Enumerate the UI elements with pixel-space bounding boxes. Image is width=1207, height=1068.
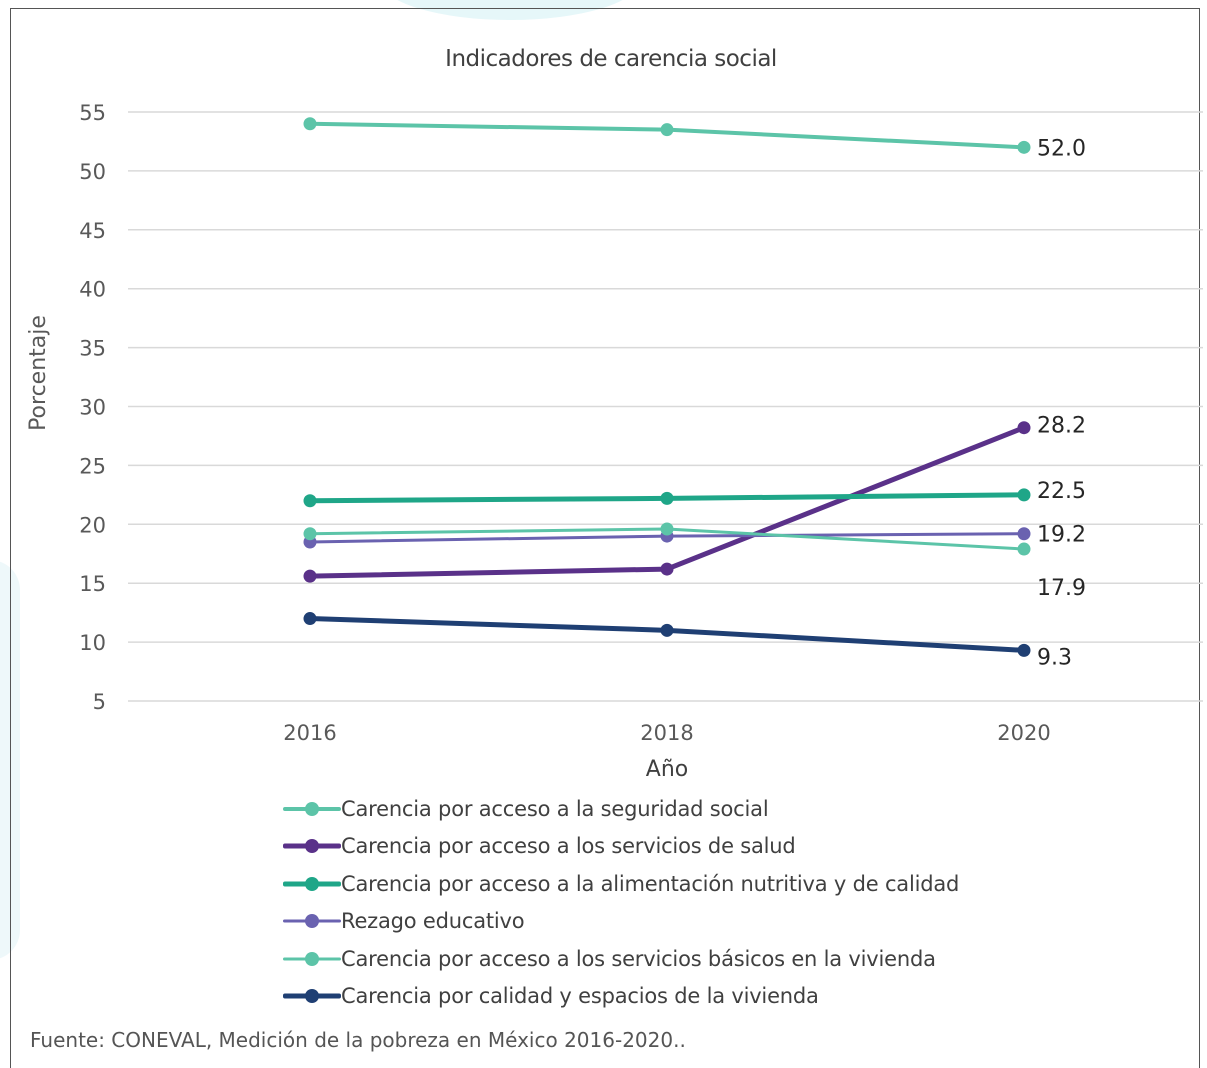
data-point	[1017, 421, 1031, 435]
end-value-label: 17.9	[1037, 576, 1086, 601]
x-axis-label: Año	[646, 757, 688, 782]
x-tick-label: 2020	[997, 721, 1050, 745]
data-point	[1017, 527, 1031, 541]
grid-lines	[128, 111, 1203, 702]
end-value-label: 28.2	[1037, 414, 1086, 439]
legend-label: Carencia por acceso a la seguridad socia…	[341, 796, 769, 821]
legend-item: Rezago educativo	[283, 903, 959, 941]
data-point	[660, 623, 674, 637]
x-tick-label: 2018	[640, 721, 693, 745]
legend-swatch	[283, 801, 341, 817]
data-point	[1017, 643, 1031, 657]
end-value-label: 52.0	[1037, 136, 1086, 161]
data-point	[1017, 488, 1031, 502]
y-tick-label: 30	[79, 396, 106, 420]
data-point	[660, 491, 674, 505]
y-tick-label: 40	[79, 278, 106, 302]
y-tick-label: 50	[79, 160, 106, 184]
x-axis-ticks: 2016 2018 2020	[283, 721, 1050, 745]
y-tick-label: 20	[79, 513, 106, 537]
series-group	[303, 117, 1031, 657]
y-tick-label: 55	[79, 101, 106, 125]
series-1	[303, 117, 1031, 154]
legend: Carencia por acceso a la seguridad socia…	[283, 790, 959, 1015]
legend-item: Carencia por acceso a los servicios de s…	[283, 828, 959, 866]
y-axis-label: Porcentaje	[26, 315, 51, 431]
y-tick-label: 10	[79, 631, 106, 655]
legend-item: Carencia por acceso a la alimentación nu…	[283, 865, 959, 903]
legend-label: Carencia por acceso a los servicios bási…	[341, 946, 936, 971]
chart-title: Indicadores de carencia social	[445, 46, 777, 72]
y-axis-ticks: 5 10 15 20 25 30 35 40 45 50 55	[79, 101, 106, 714]
legend-label: Rezago educativo	[341, 909, 525, 934]
y-tick-label: 5	[93, 690, 106, 714]
end-labels: 52.0 28.2 22.5 19.2 17.9 9.3	[1037, 136, 1086, 670]
legend-item: Carencia por acceso a la seguridad socia…	[283, 790, 959, 828]
data-point	[1017, 140, 1031, 154]
source-note: Fuente: CONEVAL, Medición de la pobreza …	[30, 1028, 686, 1052]
line-chart: Indicadores de carencia social Porcentaj…	[26, 46, 1203, 782]
legend-swatch	[283, 913, 341, 929]
series-5	[303, 522, 1031, 556]
y-tick-label: 45	[79, 219, 106, 243]
end-value-label: 22.5	[1037, 479, 1086, 504]
chart-frame	[10, 8, 1200, 1068]
legend-item: Carencia por calidad y espacios de la vi…	[283, 978, 959, 1016]
y-tick-label: 35	[79, 337, 106, 361]
legend-item: Carencia por acceso a los servicios bási…	[283, 940, 959, 978]
legend-swatch	[283, 838, 341, 854]
legend-swatch	[283, 876, 341, 892]
data-point	[1017, 542, 1031, 556]
legend-label: Carencia por calidad y espacios de la vi…	[341, 984, 819, 1009]
legend-swatch	[283, 951, 341, 967]
data-point	[660, 522, 674, 536]
x-tick-label: 2016	[283, 721, 336, 745]
end-value-label: 9.3	[1037, 645, 1072, 670]
y-tick-label: 25	[79, 454, 106, 478]
data-point	[660, 562, 674, 576]
data-point	[303, 494, 317, 508]
series-6	[303, 612, 1031, 657]
legend-label: Carencia por acceso a la alimentación nu…	[341, 871, 960, 896]
data-point	[660, 123, 674, 137]
y-tick-label: 15	[79, 572, 106, 596]
data-point	[303, 612, 317, 626]
data-point	[303, 569, 317, 583]
end-value-label: 19.2	[1037, 523, 1086, 548]
series-3	[303, 488, 1031, 508]
legend-swatch	[283, 988, 341, 1004]
data-point	[303, 117, 317, 131]
data-point	[303, 527, 317, 541]
legend-label: Carencia por acceso a los servicios de s…	[341, 834, 796, 859]
series-2	[303, 421, 1031, 583]
